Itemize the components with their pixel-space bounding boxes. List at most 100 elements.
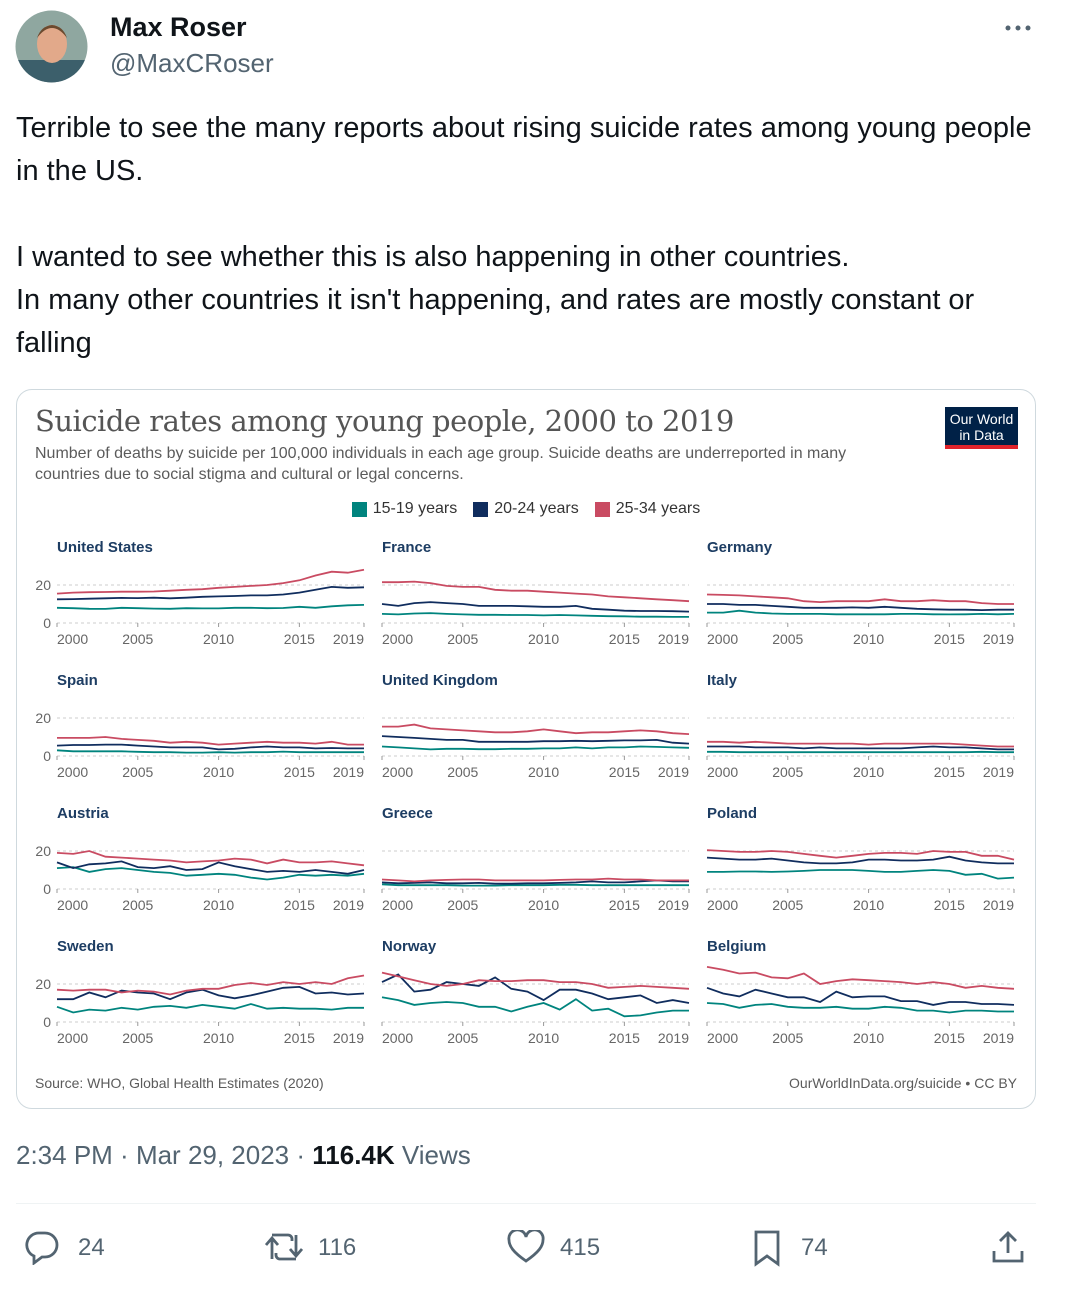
series-line bbox=[707, 869, 1015, 880]
panel-title: Poland bbox=[707, 805, 757, 822]
series-line bbox=[381, 883, 689, 887]
x-tick-label: 2005 bbox=[772, 1030, 803, 1046]
series-line bbox=[706, 593, 1014, 605]
y-tick-label: 0 bbox=[43, 1014, 51, 1030]
series-line bbox=[56, 866, 365, 881]
views-label: Views bbox=[401, 1140, 471, 1170]
x-tick-label: 2019 bbox=[333, 1030, 364, 1046]
series-line bbox=[57, 985, 365, 1001]
x-tick-label: 2015 bbox=[609, 764, 640, 780]
y-tick-label: 0 bbox=[43, 748, 51, 764]
bookmark-icon[interactable] bbox=[752, 1229, 782, 1267]
chart-title: Suicide rates among young people, 2000 t… bbox=[35, 404, 734, 438]
panel-title: Italy bbox=[707, 672, 738, 689]
x-tick-label: 2000 bbox=[707, 764, 738, 780]
date[interactable]: Mar 29, 2023 bbox=[135, 1140, 290, 1170]
panel-title: Belgium bbox=[707, 938, 766, 955]
x-tick-label: 2000 bbox=[707, 897, 738, 913]
tweet-meta: 2:34 PM · Mar 29, 2023 · 116.4K Views bbox=[16, 1140, 471, 1170]
series-line bbox=[381, 877, 689, 883]
x-tick-label: 2010 bbox=[853, 764, 884, 780]
y-tick-label: 20 bbox=[35, 843, 51, 859]
x-tick-label: 2015 bbox=[934, 764, 965, 780]
series-line bbox=[381, 973, 690, 1004]
series-line bbox=[56, 860, 365, 875]
x-tick-label: 2010 bbox=[203, 631, 234, 647]
x-tick-label: 2010 bbox=[528, 897, 559, 913]
retweet-icon[interactable] bbox=[264, 1229, 304, 1265]
x-tick-label: 2000 bbox=[382, 764, 413, 780]
x-tick-label: 2000 bbox=[382, 1030, 413, 1046]
legend-label: 20-24 years bbox=[494, 500, 579, 517]
x-tick-label: 2005 bbox=[447, 764, 478, 780]
logo-text: in Data bbox=[959, 427, 1004, 443]
x-tick-label: 2000 bbox=[57, 1030, 88, 1046]
x-tick-label: 2019 bbox=[983, 1030, 1014, 1046]
avatar[interactable] bbox=[15, 10, 88, 83]
panel-title: Germany bbox=[707, 539, 773, 556]
bookmark-count: 74 bbox=[801, 1234, 828, 1261]
paragraph: I wanted to see whether this is also hap… bbox=[16, 241, 850, 273]
time[interactable]: 2:34 PM bbox=[16, 1140, 113, 1170]
x-tick-label: 2005 bbox=[122, 764, 153, 780]
series-line bbox=[706, 855, 1014, 865]
tweet-text: Terrible to see the many reports about r… bbox=[16, 107, 1046, 365]
series-line bbox=[56, 1003, 364, 1014]
reply-icon[interactable] bbox=[24, 1229, 60, 1265]
series-line bbox=[56, 749, 364, 754]
legend-item: 25-34 years bbox=[594, 500, 700, 518]
panel-title: Sweden bbox=[57, 938, 114, 955]
x-tick-label: 2005 bbox=[772, 897, 803, 913]
series-line bbox=[381, 612, 689, 618]
panel-title: United States bbox=[57, 539, 153, 556]
logo: Our World in Data bbox=[945, 407, 1018, 449]
x-tick-label: 2005 bbox=[772, 631, 803, 647]
divider bbox=[16, 1203, 1036, 1204]
x-tick-label: 2015 bbox=[284, 1030, 315, 1046]
x-tick-label: 2015 bbox=[609, 1030, 640, 1046]
x-tick-label: 2000 bbox=[57, 631, 88, 647]
series-line bbox=[381, 735, 690, 745]
x-tick-label: 2005 bbox=[447, 897, 478, 913]
retweet-count: 116 bbox=[318, 1234, 357, 1261]
x-tick-label: 2005 bbox=[447, 1030, 478, 1046]
legend-label: 15-19 years bbox=[372, 500, 458, 517]
author-name[interactable]: Max Roser bbox=[110, 12, 247, 42]
x-tick-label: 2019 bbox=[983, 897, 1014, 913]
like-count: 415 bbox=[560, 1234, 601, 1261]
more-menu[interactable] bbox=[1004, 22, 1034, 34]
x-tick-label: 2010 bbox=[853, 897, 884, 913]
series-line bbox=[381, 996, 689, 1018]
series-line bbox=[706, 966, 1015, 990]
x-tick-label: 2019 bbox=[983, 764, 1014, 780]
series-line bbox=[707, 745, 1014, 751]
author-handle[interactable]: @MaxCRoser bbox=[110, 48, 274, 78]
x-tick-label: 2010 bbox=[203, 764, 234, 780]
chart-image[interactable]: Suicide rates among young people, 2000 t… bbox=[16, 389, 1036, 1109]
y-tick-label: 20 bbox=[35, 976, 51, 992]
x-tick-label: 2000 bbox=[707, 631, 738, 647]
paragraph: In many other countries it isn't happeni… bbox=[16, 284, 975, 359]
series-line bbox=[381, 745, 690, 751]
x-tick-label: 2000 bbox=[382, 631, 413, 647]
legend-item: 20-24 years bbox=[473, 500, 579, 518]
x-tick-label: 2019 bbox=[658, 764, 689, 780]
x-tick-label: 2010 bbox=[203, 897, 234, 913]
x-tick-label: 2019 bbox=[658, 1030, 689, 1046]
x-tick-label: 2015 bbox=[934, 897, 965, 913]
series-line bbox=[381, 879, 689, 885]
panel-title: Spain bbox=[57, 672, 98, 689]
x-tick-label: 2005 bbox=[122, 897, 153, 913]
like-icon[interactable] bbox=[507, 1230, 545, 1264]
x-tick-label: 2015 bbox=[934, 1030, 965, 1046]
share-icon[interactable] bbox=[990, 1229, 1026, 1265]
x-tick-label: 2010 bbox=[853, 631, 884, 647]
x-tick-label: 2005 bbox=[122, 631, 153, 647]
series-line bbox=[56, 974, 365, 996]
x-tick-label: 2005 bbox=[772, 764, 803, 780]
y-tick-label: 0 bbox=[43, 881, 51, 897]
x-tick-label: 2019 bbox=[333, 764, 364, 780]
y-tick-label: 0 bbox=[43, 615, 51, 631]
series-line bbox=[57, 736, 364, 746]
